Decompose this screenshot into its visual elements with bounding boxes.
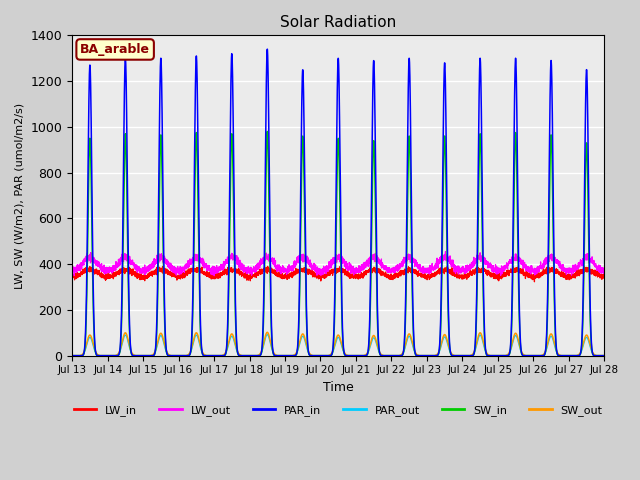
LW_in — [68, 271, 76, 277]
LW_in — [428, 271, 436, 276]
PAR_in — [264, 46, 271, 52]
Line: PAR_out: PAR_out — [72, 335, 604, 356]
SW_out — [68, 353, 76, 359]
LW_out — [428, 264, 436, 269]
PAR_out — [164, 351, 172, 357]
SW_in — [264, 129, 271, 134]
PAR_out — [264, 332, 271, 337]
SW_in — [600, 353, 608, 359]
LW_out — [68, 266, 76, 272]
SW_in — [428, 353, 436, 359]
PAR_out — [68, 353, 76, 359]
PAR_out — [458, 353, 465, 359]
SW_out — [164, 350, 172, 356]
PAR_out — [600, 353, 607, 359]
LW_in — [264, 264, 271, 269]
Line: LW_out: LW_out — [72, 252, 604, 276]
SW_in — [488, 353, 495, 359]
LW_out — [164, 264, 172, 269]
LW_out — [600, 267, 608, 273]
SW_out — [428, 353, 436, 359]
LW_out — [442, 249, 449, 254]
SW_out — [264, 329, 271, 335]
SW_out — [458, 353, 465, 359]
PAR_in — [164, 352, 172, 358]
PAR_out — [428, 353, 436, 359]
PAR_in — [600, 353, 607, 359]
Title: Solar Radiation: Solar Radiation — [280, 15, 396, 30]
SW_in — [600, 353, 607, 359]
PAR_in — [458, 353, 465, 359]
SW_out — [488, 353, 495, 359]
SW_out — [319, 353, 326, 359]
LW_out — [458, 267, 465, 273]
X-axis label: Time: Time — [323, 381, 353, 394]
Line: SW_in: SW_in — [72, 132, 604, 356]
PAR_in — [488, 353, 495, 359]
PAR_in — [600, 353, 608, 359]
LW_in — [164, 269, 172, 275]
LW_in — [319, 273, 326, 278]
PAR_out — [488, 353, 495, 359]
Line: PAR_in: PAR_in — [72, 49, 604, 356]
LW_in — [600, 274, 607, 280]
LW_in — [458, 274, 465, 279]
SW_out — [600, 353, 607, 359]
LW_out — [488, 265, 495, 271]
LW_out — [319, 269, 326, 275]
PAR_in — [319, 353, 326, 359]
Line: SW_out: SW_out — [72, 332, 604, 356]
PAR_out — [600, 353, 608, 359]
PAR_in — [428, 353, 436, 359]
Y-axis label: LW, SW (W/m2), PAR (umol/m2/s): LW, SW (W/m2), PAR (umol/m2/s) — [15, 102, 25, 288]
LW_out — [211, 273, 218, 278]
SW_in — [68, 353, 76, 359]
SW_out — [600, 353, 608, 359]
PAR_out — [319, 353, 326, 359]
LW_in — [488, 272, 495, 277]
Legend: LW_in, LW_out, PAR_in, PAR_out, SW_in, SW_out: LW_in, LW_out, PAR_in, PAR_out, SW_in, S… — [70, 401, 607, 420]
SW_in — [164, 352, 172, 358]
SW_in — [319, 353, 326, 359]
PAR_in — [68, 353, 76, 359]
LW_out — [600, 270, 607, 276]
Text: BA_arable: BA_arable — [80, 43, 150, 56]
LW_in — [531, 279, 538, 285]
SW_in — [458, 353, 465, 359]
Line: LW_in: LW_in — [72, 266, 604, 282]
LW_in — [600, 274, 608, 280]
